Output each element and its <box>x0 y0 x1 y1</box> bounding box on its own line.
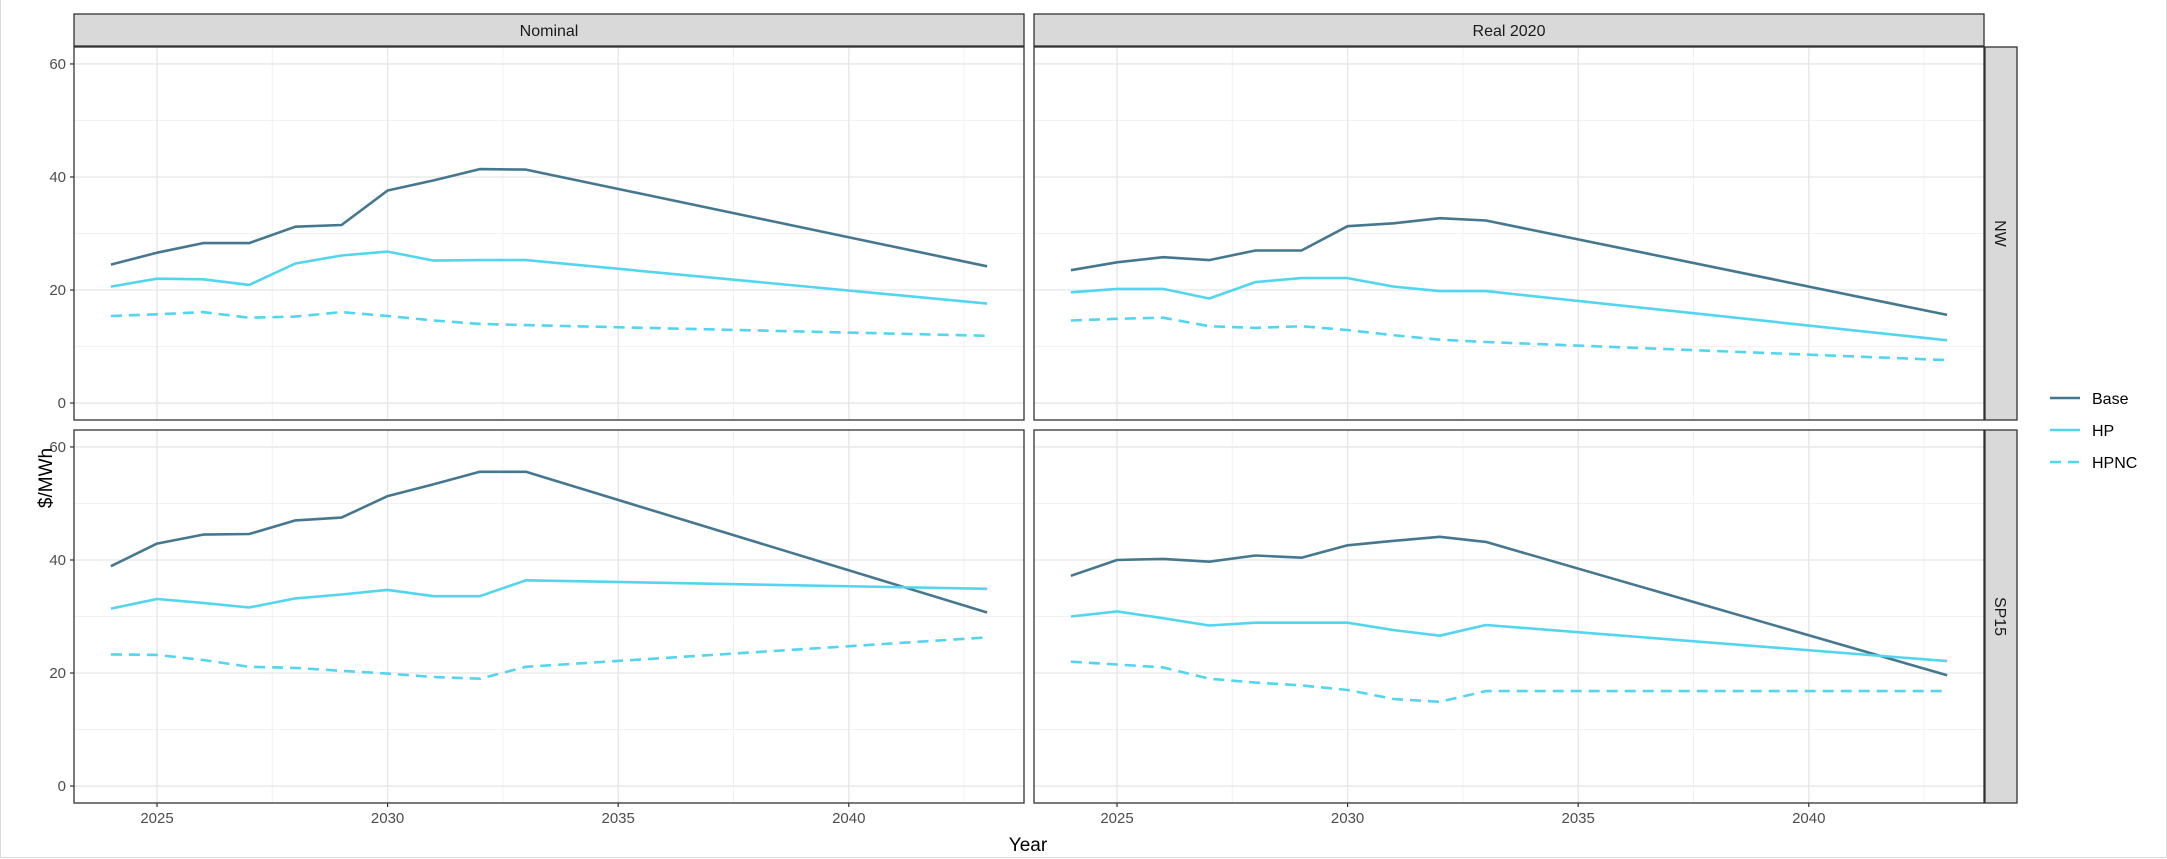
x-tick-label: 2040 <box>1792 810 1825 827</box>
panel-real-2020-sp15 <box>1033 429 1985 804</box>
panel-border <box>1033 46 1985 421</box>
legend-item-hpnc: HPNC <box>2050 455 2137 472</box>
legend-label: Base <box>2092 391 2129 408</box>
y-tick-label: 20 <box>49 665 66 682</box>
facet-strips-layer: Nominal Real 2020 NW SP15 <box>73 13 2018 804</box>
series-line-hpnc <box>1070 660 1948 704</box>
series-line-base <box>1070 535 1948 677</box>
y-axis-title: $/MWh <box>36 448 57 508</box>
strip-sp15: SP15 <box>1984 429 2018 804</box>
series-line-hp <box>110 250 988 305</box>
y-tick-label: 0 <box>58 778 66 795</box>
y-tick-label: 0 <box>58 395 66 412</box>
series-line-hp <box>1070 610 1948 663</box>
x-tick-label: 2035 <box>601 810 634 827</box>
panel-border <box>1033 429 1985 804</box>
series-line-hp <box>110 578 988 610</box>
series-line-base <box>110 167 988 268</box>
legend-label: HP <box>2092 423 2114 440</box>
legend-item-base: Base <box>2050 391 2129 408</box>
panel-border <box>73 429 1025 804</box>
series-line-hpnc <box>110 310 988 338</box>
panel-nominal-nw <box>73 46 1025 421</box>
x-tick-label: 2035 <box>1561 810 1594 827</box>
strip-background <box>73 13 1025 47</box>
strip-background <box>1984 46 2018 421</box>
panel-real-2020-nw <box>1033 46 1985 421</box>
x-tick-label: 2025 <box>1100 810 1133 827</box>
strip-label: Nominal <box>520 23 579 40</box>
panels-layer <box>73 46 1985 804</box>
legend-item-hp: HP <box>2050 423 2114 440</box>
y-tick-label: 40 <box>49 169 66 186</box>
y-tick-label: 20 <box>49 282 66 299</box>
strip-label: SP15 <box>1991 597 2008 636</box>
series-line-hpnc <box>110 636 988 681</box>
strip-background <box>1033 13 1985 47</box>
x-tick-label: 2040 <box>832 810 865 827</box>
x-tick-label: 2030 <box>371 810 404 827</box>
strip-background <box>1984 429 2018 804</box>
strip-label: Real 2020 <box>1473 23 1546 40</box>
x-tick-label: 2025 <box>140 810 173 827</box>
series-line-base <box>110 470 988 614</box>
strip-real-2020: Real 2020 <box>1033 13 1985 47</box>
series-line-hpnc <box>1070 316 1948 362</box>
y-tick-label: 60 <box>49 439 66 456</box>
series-line-base <box>1070 216 1948 317</box>
strip-nw: NW <box>1984 46 2018 421</box>
y-tick-label: 60 <box>49 56 66 73</box>
strip-label: NW <box>1991 220 2008 248</box>
x-tick-label: 2030 <box>1331 810 1364 827</box>
strip-nominal: Nominal <box>73 13 1025 47</box>
series-line-hp <box>1070 276 1948 342</box>
x-axis-title: Year <box>1009 835 1048 856</box>
panel-nominal-sp15 <box>73 429 1025 804</box>
legend-label: HPNC <box>2092 455 2137 472</box>
panel-border <box>73 46 1025 421</box>
legend: Base HP HPNC <box>2050 391 2137 472</box>
y-tick-label: 40 <box>49 552 66 569</box>
